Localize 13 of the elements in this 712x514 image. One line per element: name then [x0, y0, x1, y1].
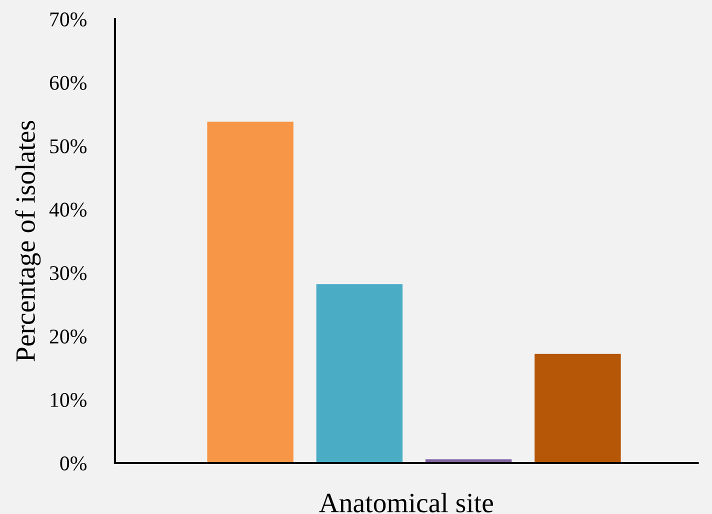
bar: [534, 354, 621, 464]
y-tick-label: 70%: [50, 12, 86, 27]
y-tick-label: 40%: [49, 202, 86, 217]
bar: [207, 122, 294, 464]
bar: [316, 284, 403, 464]
y-tick-label: 50%: [50, 139, 86, 154]
y-tick-label: 20%: [50, 330, 86, 344]
y-tick-label: 30%: [50, 266, 86, 280]
y-tick-label: 60%: [50, 76, 86, 90]
y-tick-label: 10%: [50, 392, 86, 408]
y-tick-label: 0%: [60, 456, 86, 471]
x-axis-title: Anatomical site: [319, 492, 493, 512]
y-axis-title: Percentage of isolates: [15, 120, 41, 362]
